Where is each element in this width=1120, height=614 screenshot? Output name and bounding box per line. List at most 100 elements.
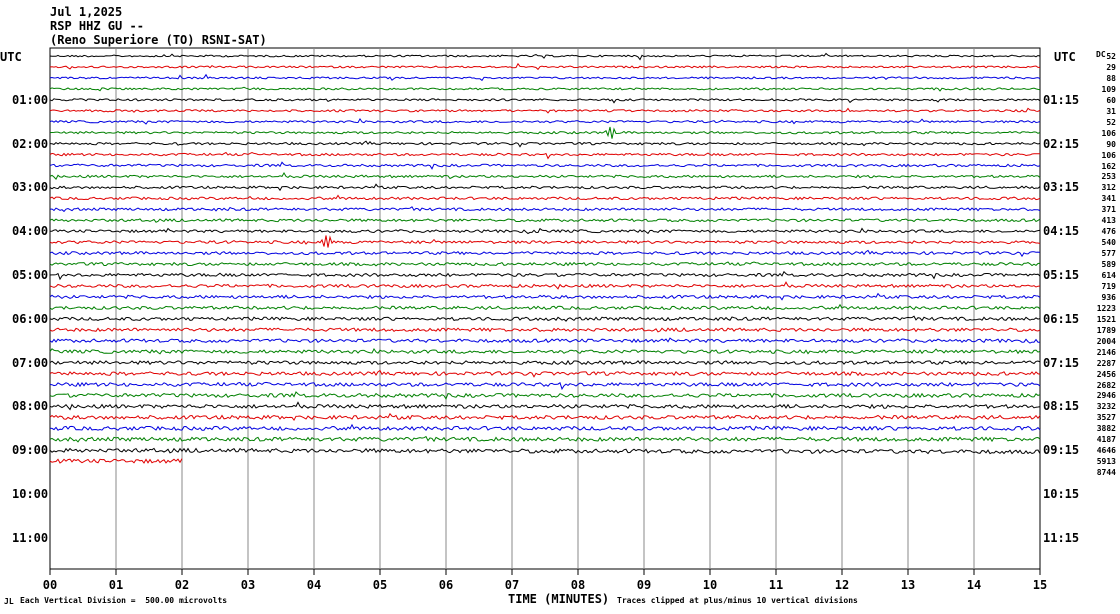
- x-tick-label: 03: [241, 578, 255, 592]
- seismic-trace: [49, 391, 1041, 401]
- dc-offset-value: 312: [1101, 183, 1116, 193]
- seismic-trace: [49, 52, 1041, 61]
- left-time-label: 02:00: [12, 136, 49, 151]
- right-time-label: 06:15: [1043, 311, 1080, 326]
- left-time-label: 10:00: [12, 487, 49, 501]
- seismic-trace: [49, 348, 1041, 355]
- seismic-trace: [49, 381, 1041, 391]
- seismic-trace: [49, 412, 1041, 422]
- right-time-label: 04:15: [1043, 224, 1080, 239]
- seismic-trace: [49, 447, 1041, 455]
- seismic-trace: [49, 107, 1041, 114]
- clipping-note: Traces clipped at plus/minus 10 vertical…: [617, 596, 858, 605]
- seismic-trace: [49, 172, 1041, 180]
- x-tick-label: 00: [43, 578, 57, 592]
- x-tick-label: 09: [637, 578, 651, 592]
- seismic-trace: [49, 194, 1041, 201]
- dc-offset-value: 476: [1101, 227, 1116, 237]
- right-time-label: 10:15: [1043, 487, 1080, 501]
- x-tick-label: 14: [967, 578, 981, 592]
- dc-offset-value: 29: [1106, 62, 1116, 72]
- left-utc-label: UTC: [0, 50, 22, 64]
- dc-offset-value: 3232: [1096, 402, 1116, 412]
- right-time-label: 03:15: [1043, 180, 1080, 195]
- dc-offset-value: 52: [1106, 52, 1116, 61]
- seismic-trace: [49, 292, 1041, 301]
- seismic-trace: [49, 235, 1041, 248]
- left-time-label: 03:00: [12, 180, 49, 195]
- dc-offset-value: 88: [1106, 73, 1116, 83]
- dc-offset-value: 1521: [1096, 314, 1116, 324]
- dc-offset-value: 3527: [1096, 413, 1116, 423]
- dc-offset-value: 2456: [1096, 369, 1116, 379]
- seismic-trace: [49, 73, 1041, 82]
- dc-offset-value: 90: [1106, 139, 1116, 149]
- x-tick-label: 15: [1033, 578, 1047, 592]
- x-axis-label: TIME (MINUTES): [508, 592, 610, 606]
- left-time-label: 04:00: [12, 224, 49, 239]
- x-tick-label: 10: [703, 578, 717, 592]
- dc-offset-value: 253: [1101, 172, 1116, 182]
- seismic-trace: [49, 117, 1041, 125]
- station-id: RSP HHZ GU --: [50, 19, 144, 33]
- x-tick-label: 13: [901, 578, 915, 592]
- seismic-trace: [49, 62, 1040, 71]
- seismic-trace: [49, 183, 1041, 192]
- seismic-trace: [49, 270, 1041, 281]
- dc-offset-value: 109: [1101, 84, 1116, 94]
- plot-date: Jul 1,2025: [50, 5, 123, 19]
- right-time-label: 01:15: [1043, 92, 1080, 107]
- dc-offset-value: 162: [1101, 161, 1116, 171]
- dc-offset-value: 589: [1101, 260, 1116, 270]
- seismic-trace: [49, 98, 1041, 104]
- right-time-label: 07:15: [1043, 355, 1080, 370]
- seismic-trace: [49, 249, 1041, 258]
- left-time-label: 11:00: [12, 530, 49, 545]
- dc-offset-value: 106: [1101, 128, 1116, 138]
- x-tick-label: 07: [505, 578, 519, 592]
- right-time-label: 02:15: [1043, 136, 1080, 151]
- left-time-label: 01:00: [12, 92, 49, 107]
- seismic-trace: [49, 151, 1041, 160]
- seismic-trace: [49, 435, 1041, 443]
- dc-offset-value: 4187: [1096, 435, 1116, 445]
- seismic-trace: [49, 458, 183, 464]
- seismic-trace: [49, 261, 1041, 267]
- seismic-trace: [49, 126, 1041, 139]
- x-tick-label: 05: [373, 578, 387, 592]
- seismic-trace: [49, 218, 1041, 223]
- vertical-division-note: Each Vertical Division = 500.00 microvol…: [20, 596, 228, 605]
- dc-offset-value: 936: [1101, 292, 1116, 302]
- right-time-label: 08:15: [1043, 399, 1080, 414]
- x-tick-label: 11: [769, 578, 783, 592]
- seismic-trace: [49, 359, 1041, 366]
- seismic-trace: [49, 327, 1041, 333]
- dc-offset-value: 413: [1101, 216, 1116, 226]
- dc-offset-value: 2146: [1096, 347, 1116, 357]
- dc-label: DC: [1096, 50, 1106, 59]
- seismo-mark: JL: [4, 597, 14, 606]
- seismic-trace: [49, 86, 1041, 92]
- left-time-label: 08:00: [12, 399, 49, 414]
- dc-offset-value: 8744: [1096, 468, 1116, 478]
- dc-offset-value: 106: [1101, 150, 1116, 160]
- right-time-label: 05:15: [1043, 268, 1080, 282]
- seismic-trace: [49, 337, 1041, 344]
- seismic-trace: [49, 369, 1041, 378]
- x-tick-label: 04: [307, 578, 321, 592]
- right-utc-label: UTC: [1054, 50, 1076, 64]
- left-time-label: 09:00: [12, 443, 49, 458]
- station-location: (Reno Superiore (TO) RSNI-SAT): [50, 33, 267, 47]
- seismic-trace: [49, 401, 1041, 411]
- dc-offset-value: 5913: [1096, 457, 1116, 467]
- dc-offset-value: 2682: [1096, 380, 1116, 390]
- seismic-trace: [49, 281, 1041, 290]
- dc-offset-value: 1223: [1096, 303, 1116, 313]
- left-time-label: 06:00: [12, 311, 49, 326]
- seismic-trace: [49, 423, 1041, 432]
- dc-offset-value: 4646: [1096, 446, 1116, 456]
- dc-offset-value: 371: [1101, 205, 1116, 215]
- dc-offset-value: 31: [1106, 106, 1116, 116]
- dc-offset-value: 1789: [1096, 325, 1116, 335]
